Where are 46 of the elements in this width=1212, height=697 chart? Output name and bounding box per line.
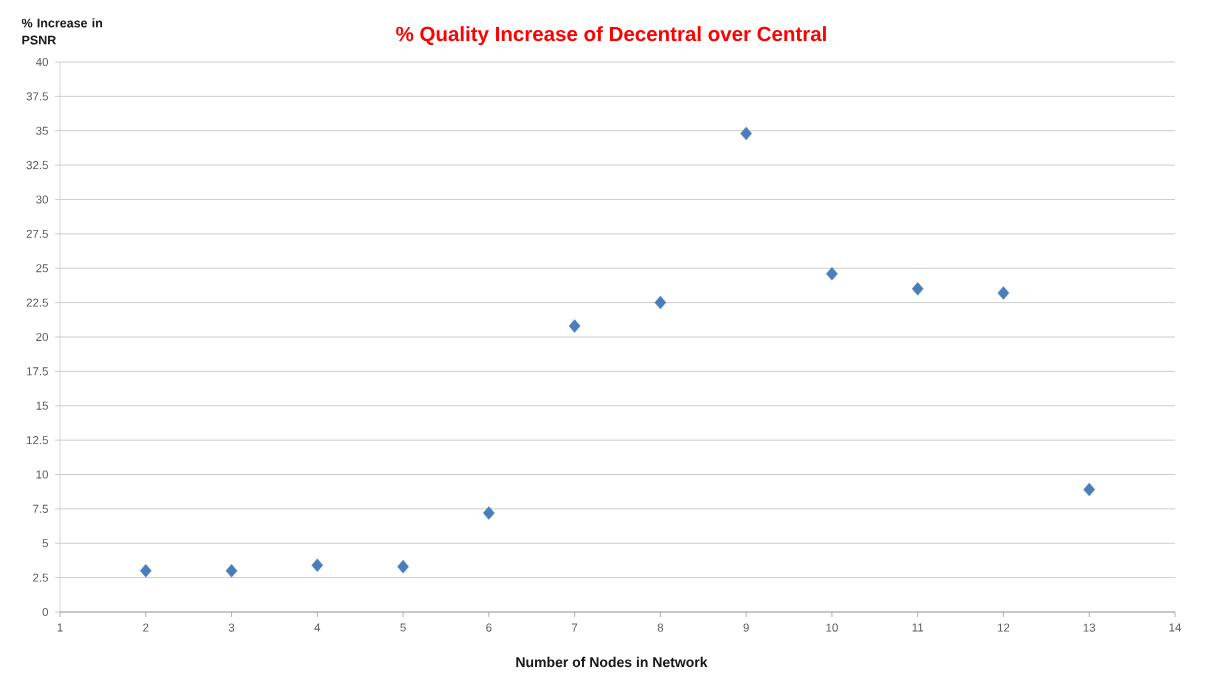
y-tick-label: 40: [35, 57, 49, 67]
x-tick-label: 6: [486, 623, 492, 632]
point: [911, 282, 924, 296]
point: [826, 267, 838, 281]
x-tick-label: 9: [743, 623, 749, 632]
point: [311, 558, 324, 572]
x-tick-label: 13: [1083, 623, 1096, 632]
x-tick-label: 8: [657, 623, 664, 632]
x-tick-label: 4: [314, 623, 321, 632]
y-tick-label: 5: [42, 539, 48, 548]
x-tick-label: 5: [400, 623, 406, 632]
y-tick-label: 22.5: [26, 298, 48, 307]
y-tick-label: 25: [36, 264, 48, 273]
y-tick-label: 10: [36, 470, 49, 479]
x-axis-title: Number of Nodes in Network: [516, 656, 708, 668]
y-axis-title: % Increase in PSNR: [21, 18, 103, 45]
y-tick-label: 30: [36, 195, 49, 204]
y-tick-label: 37.5: [26, 92, 48, 101]
x-tick-label: 11: [912, 623, 924, 632]
point: [139, 564, 152, 578]
point: [568, 319, 581, 333]
x-tick-label: 7: [572, 623, 578, 632]
y-tick-label: 0: [42, 607, 49, 617]
y-tick-label: 7.5: [33, 504, 48, 513]
point: [483, 506, 495, 520]
x-tick-label: 1: [57, 623, 63, 632]
point: [740, 126, 752, 141]
y-tick-label: 2.5: [33, 573, 48, 582]
point: [225, 564, 238, 578]
point: [997, 286, 1010, 300]
x-tick-label: 2: [143, 623, 149, 632]
point: [654, 295, 667, 310]
chart-title: % Quality Increase of Decentral over Central: [396, 26, 826, 46]
point: [1083, 482, 1096, 497]
x-tick-label: 10: [826, 623, 838, 632]
y-tick-label: 35: [36, 126, 48, 135]
y-tick-label: 17.5: [26, 367, 48, 376]
x-tick-label: 12: [997, 623, 1010, 632]
y-tick-label: 27.5: [26, 229, 48, 238]
x-tick-label: 14: [1169, 623, 1182, 632]
y-tick-label: 32.5: [26, 161, 48, 170]
y-tick-label: 15: [36, 401, 48, 410]
point: [397, 559, 409, 574]
y-tick-label: 20: [36, 332, 49, 342]
y-tick-label: 12.5: [26, 436, 48, 445]
x-tick-label: 3: [228, 623, 235, 632]
